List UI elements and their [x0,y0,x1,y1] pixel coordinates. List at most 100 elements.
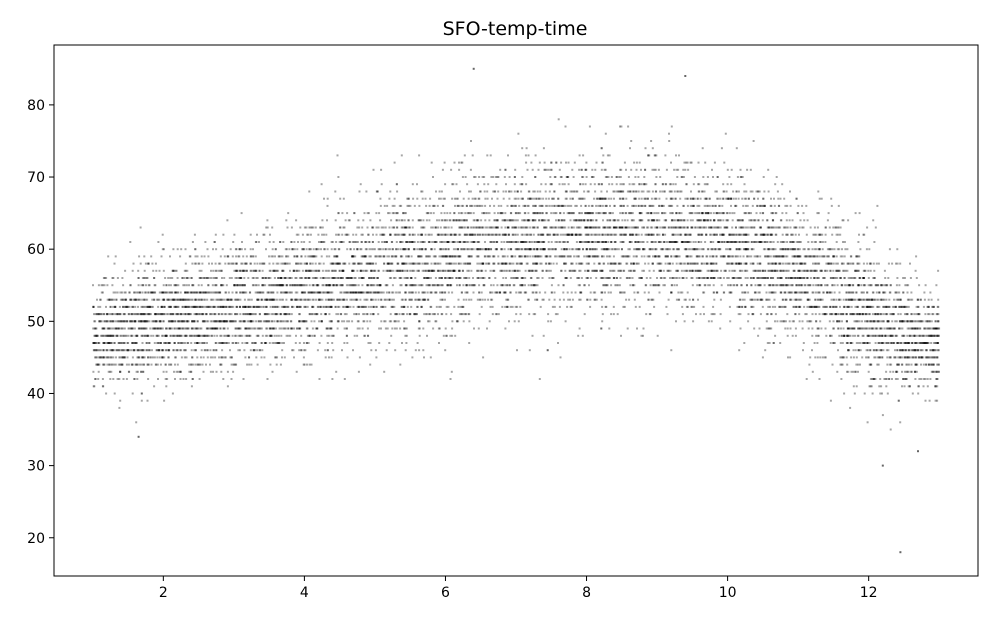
data-point [198,305,201,308]
data-point [289,269,291,272]
data-point [824,327,827,330]
data-point [134,305,137,308]
data-point [103,363,106,366]
data-point [316,349,319,352]
data-point [395,327,398,330]
data-point [774,248,777,251]
data-point [845,291,848,294]
data-point [885,378,888,380]
data-point [860,298,863,301]
data-point [336,327,339,330]
data-point [817,262,820,265]
data-point [749,190,752,193]
data-point [324,277,327,279]
data-point [513,277,516,279]
data-point [308,255,311,258]
data-point [260,305,262,308]
data-point [278,277,281,279]
data-point [174,320,177,323]
data-point [179,370,182,373]
data-point [125,378,128,380]
data-point [799,241,802,243]
data-point [239,334,242,337]
data-point [459,190,461,193]
data-point [772,248,775,251]
data-point [861,305,864,308]
data-point [759,212,762,215]
data-point [492,255,495,258]
data-point [647,262,650,265]
data-point [753,219,756,222]
data-point [595,248,598,251]
data-point [408,284,411,287]
data-point [846,305,849,308]
data-point [485,262,488,265]
data-point [910,370,913,373]
data-point [585,176,588,178]
data-point [467,255,470,258]
data-point [655,197,658,200]
data-point [490,226,493,229]
data-point [335,262,338,265]
data-point [480,291,483,294]
data-point [642,248,645,251]
data-point [293,284,296,287]
data-point [663,190,666,193]
data-point [435,291,438,294]
data-point [206,334,209,337]
data-point [114,320,117,323]
data-point [736,176,739,178]
data-point [249,349,252,352]
data-point [762,233,765,236]
data-point [817,233,820,236]
data-point [744,204,747,207]
data-point [656,233,659,236]
data-point [280,277,283,279]
data-point [655,190,658,193]
data-point [924,349,927,352]
data-point [177,305,180,308]
data-point [318,378,321,380]
data-point [576,233,579,236]
data-point [680,176,683,178]
data-point [508,269,511,272]
data-point [372,313,375,316]
data-point [657,212,660,215]
data-point [191,262,194,265]
data-point [852,313,855,316]
data-point [195,298,198,301]
data-point [848,284,851,287]
data-point [370,305,372,308]
data-point [884,313,887,316]
data-point [789,190,791,193]
data-point [694,226,697,229]
data-point [502,277,505,279]
data-point [843,255,846,258]
data-point [758,327,761,330]
data-point [836,320,839,323]
data-point [795,197,798,200]
data-point [770,226,773,229]
data-point [851,298,854,301]
data-point [581,262,584,265]
data-point [544,226,547,229]
data-point [654,255,657,258]
data-point [858,262,861,265]
data-point [757,284,759,287]
data-point [144,262,147,265]
data-point [376,255,379,258]
data-point [619,277,622,279]
data-point [545,168,548,171]
data-point [663,241,666,243]
data-point [833,284,836,287]
data-point [229,356,232,359]
data-point [778,284,781,287]
data-point [176,334,179,337]
data-point [267,313,270,316]
data-point [244,342,247,344]
data-point [514,168,517,171]
data-point [187,320,190,323]
data-point [620,233,623,236]
data-point [758,241,761,243]
data-point [913,342,916,344]
